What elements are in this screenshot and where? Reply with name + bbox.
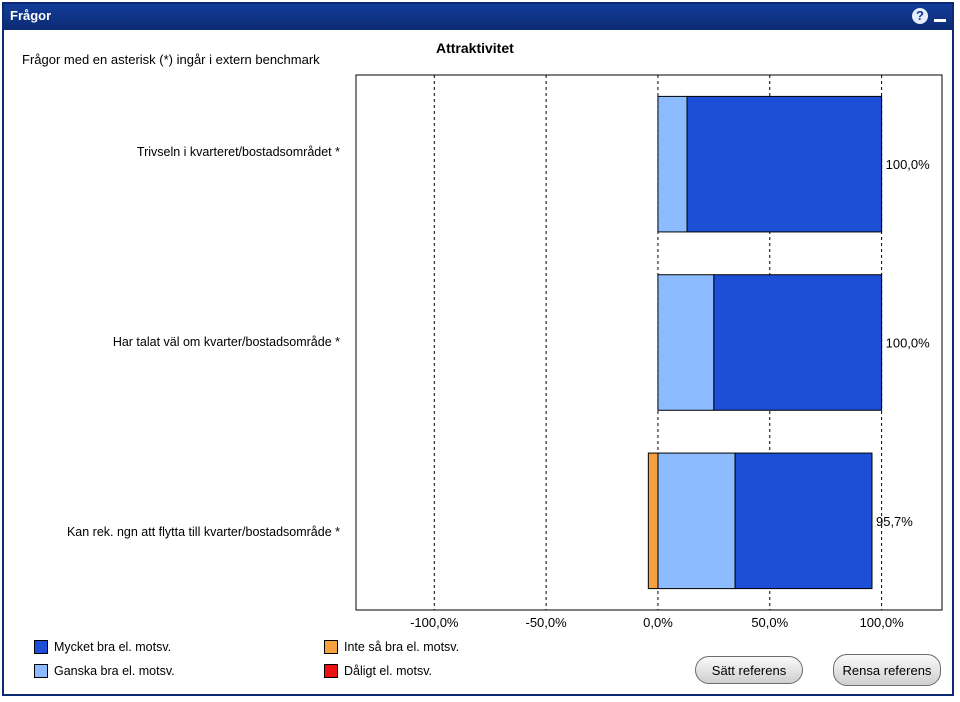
question-label-trivseln: Trivseln i kvarteret/bostadsområdet *: [136, 145, 340, 159]
tick-label-2: 0,0%: [643, 615, 673, 630]
legend-swatch-ganska-bra: [34, 664, 48, 678]
tick-label-4: 100,0%: [860, 615, 905, 630]
bar-q1-s1: [713, 274, 883, 411]
minimize-icon[interactable]: [934, 8, 946, 24]
tick-label-3: 50,0%: [751, 615, 788, 630]
legend-label-mycket-bra: Mycket bra el. motsv.: [54, 640, 172, 654]
legend-swatch-mycket-bra: [34, 640, 48, 654]
set-reference-button[interactable]: Sätt referens: [695, 656, 803, 684]
chart-title: Attraktivitet: [436, 40, 514, 56]
legend-label-ganska-bra: Ganska bra el. motsv.: [54, 664, 175, 678]
legend-swatch-inte-sa-bra: [324, 640, 338, 654]
bar-q0-s1: [686, 95, 883, 233]
total-label-1: 100,0%: [886, 336, 931, 351]
question-labels: Trivseln i kvarteret/bostadsområdet * Ha…: [0, 0, 340, 700]
total-label-2: 95,7%: [876, 514, 913, 529]
help-icon[interactable]: ?: [912, 8, 928, 24]
window-title: Frågor: [10, 8, 52, 23]
legend-label-inte-sa-bra: Inte så bra el. motsv.: [344, 640, 460, 654]
bar-q2-s0: [657, 452, 736, 590]
total-label-0: 100,0%: [886, 157, 931, 172]
tick-label-1: -50,0%: [526, 615, 568, 630]
bar-q2-s2: [647, 452, 659, 590]
bar-q0-s0: [657, 95, 688, 233]
question-label-talat-val: Har talat väl om kvarter/bostadsområde *: [112, 335, 340, 349]
clear-reference-button[interactable]: Rensa referens: [833, 654, 941, 686]
bar-q1-s0: [657, 274, 715, 411]
legend-label-daligt: Dåligt el. motsv.: [344, 664, 432, 678]
bar-q2-s1: [734, 452, 873, 590]
title-bar: Frågor ?: [4, 4, 952, 30]
benchmark-note: Frågor med en asterisk (*) ingår i exter…: [22, 52, 320, 67]
tick-label-0: -100,0%: [410, 615, 459, 630]
legend-swatch-daligt: [324, 664, 338, 678]
question-label-rekommendera: Kan rek. ngn att flytta till kvarter/bos…: [66, 525, 340, 539]
